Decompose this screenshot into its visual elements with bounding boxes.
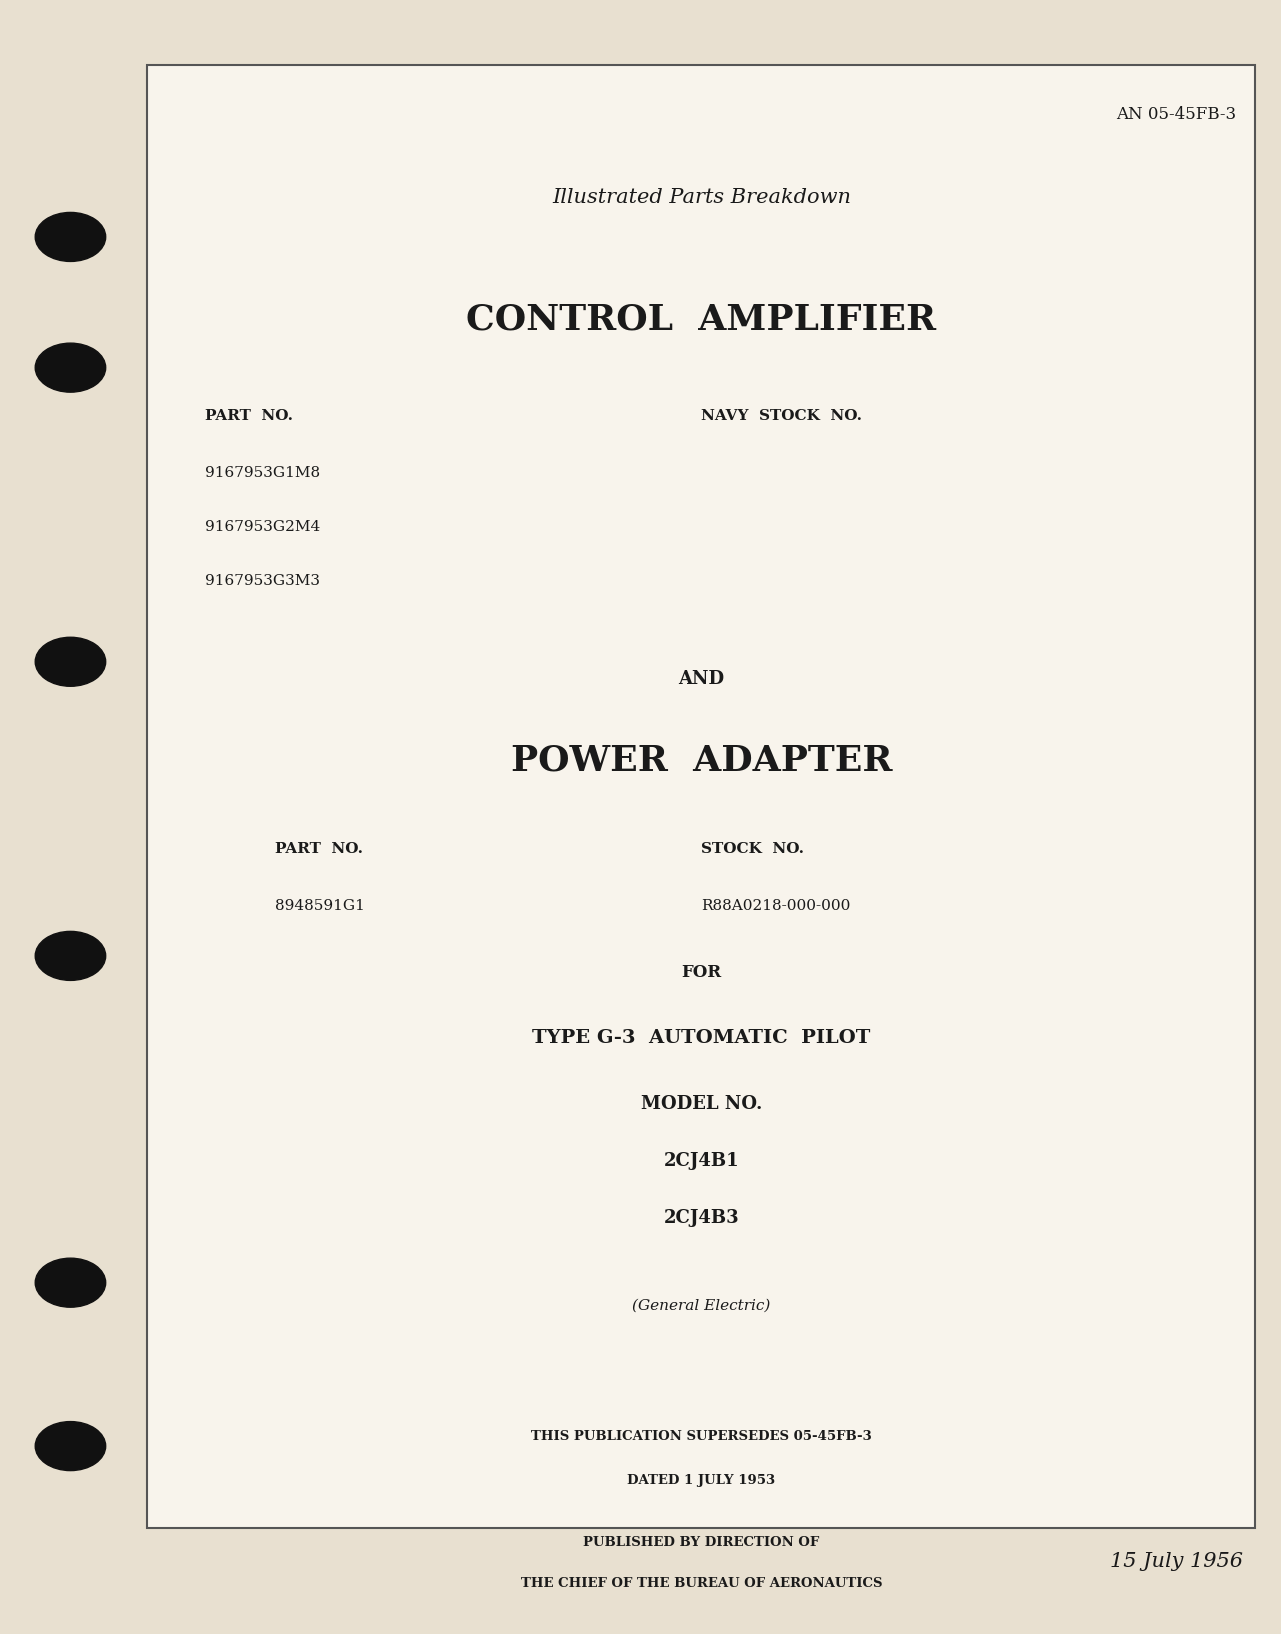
- Text: R88A0218-000-000: R88A0218-000-000: [702, 899, 851, 913]
- Ellipse shape: [36, 1258, 105, 1307]
- Ellipse shape: [36, 1422, 105, 1471]
- Text: STOCK  NO.: STOCK NO.: [702, 842, 804, 856]
- Ellipse shape: [36, 212, 105, 261]
- Text: PUBLISHED BY DIRECTION OF: PUBLISHED BY DIRECTION OF: [583, 1536, 820, 1549]
- Text: 8948591G1: 8948591G1: [275, 899, 365, 913]
- Text: (General Electric): (General Electric): [632, 1299, 771, 1314]
- Text: DATED 1 JULY 1953: DATED 1 JULY 1953: [628, 1474, 775, 1487]
- Ellipse shape: [36, 343, 105, 392]
- Text: AN 05-45FB-3: AN 05-45FB-3: [1116, 106, 1236, 123]
- Text: Illustrated Parts Breakdown: Illustrated Parts Breakdown: [552, 188, 851, 208]
- Text: 2CJ4B3: 2CJ4B3: [664, 1209, 739, 1227]
- Text: AND: AND: [678, 670, 725, 688]
- Text: THIS PUBLICATION SUPERSEDES 05-45FB-3: THIS PUBLICATION SUPERSEDES 05-45FB-3: [530, 1430, 872, 1443]
- Text: 15 July 1956: 15 July 1956: [1109, 1552, 1243, 1572]
- Text: PART  NO.: PART NO.: [275, 842, 364, 856]
- FancyBboxPatch shape: [147, 65, 1255, 1528]
- Text: PART  NO.: PART NO.: [205, 408, 293, 423]
- Text: 9167953G2M4: 9167953G2M4: [205, 520, 320, 534]
- Text: MODEL NO.: MODEL NO.: [640, 1095, 762, 1113]
- Text: 2CJ4B1: 2CJ4B1: [664, 1152, 739, 1170]
- Text: TYPE G-3  AUTOMATIC  PILOT: TYPE G-3 AUTOMATIC PILOT: [532, 1029, 871, 1047]
- Text: CONTROL  AMPLIFIER: CONTROL AMPLIFIER: [466, 302, 936, 337]
- Ellipse shape: [36, 637, 105, 686]
- Text: POWER  ADAPTER: POWER ADAPTER: [511, 743, 892, 778]
- Text: THE CHIEF OF THE BUREAU OF AERONAUTICS: THE CHIEF OF THE BUREAU OF AERONAUTICS: [520, 1577, 883, 1590]
- Ellipse shape: [36, 931, 105, 980]
- Text: NAVY  STOCK  NO.: NAVY STOCK NO.: [702, 408, 862, 423]
- Text: FOR: FOR: [681, 964, 721, 980]
- Text: 9167953G3M3: 9167953G3M3: [205, 574, 320, 588]
- Text: 9167953G1M8: 9167953G1M8: [205, 466, 320, 480]
